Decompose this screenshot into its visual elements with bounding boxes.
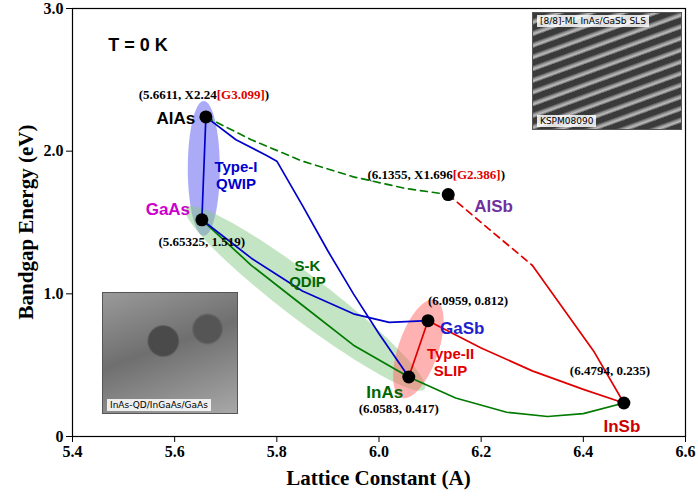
- svg-text:0: 0: [55, 427, 64, 445]
- svg-text:6.6: 6.6: [676, 443, 696, 460]
- svg-text:(5.6611, X2.24[G3.099]): (5.6611, X2.24[G3.099]): [139, 87, 269, 102]
- svg-text:Type-IQWIP: Type-IQWIP: [214, 158, 257, 192]
- svg-text:3.0: 3.0: [44, 0, 64, 17]
- svg-text:6.2: 6.2: [471, 443, 491, 460]
- html-text:Bandgap Energy (eV): Bandgap Energy (eV): [14, 124, 38, 320]
- svg-text:(6.4794, 0.235): (6.4794, 0.235): [570, 363, 650, 378]
- svg-text:AlSb: AlSb: [474, 197, 513, 216]
- svg-text:1.0: 1.0: [44, 285, 64, 302]
- svg-text:(6.0959, 0.812): (6.0959, 0.812): [428, 293, 508, 308]
- svg-text:5.6: 5.6: [165, 443, 185, 460]
- svg-text:GaAs: GaAs: [146, 200, 190, 219]
- svg-text:InAs: InAs: [366, 383, 403, 402]
- html-text:KSPM08090: KSPM08090: [540, 116, 594, 126]
- svg-text:(6.0583, 0.417): (6.0583, 0.417): [359, 401, 439, 416]
- svg-text:6.0: 6.0: [369, 443, 389, 460]
- svg-text:S-KQDIP: S-KQDIP: [289, 257, 326, 291]
- svg-text:6.4: 6.4: [573, 443, 593, 460]
- svg-text:GaSb: GaSb: [440, 319, 484, 338]
- html-text:InAs-QD/InGaAs/GaAs: InAs-QD/InGaAs/GaAs: [110, 400, 208, 410]
- svg-text:(5.65325, 1.519): (5.65325, 1.519): [159, 234, 246, 249]
- html-text:Lattice Constant (A): Lattice Constant (A): [286, 466, 471, 490]
- svg-text:(6.1355, X1.696[G2.386]): (6.1355, X1.696[G2.386]): [367, 167, 505, 182]
- svg-text:5.4: 5.4: [63, 443, 83, 460]
- svg-text:InSb: InSb: [603, 417, 640, 436]
- svg-text:T = 0 K: T = 0 K: [108, 35, 168, 55]
- svg-text:AlAs: AlAs: [157, 109, 196, 128]
- svg-text:Type-IISLIP: Type-IISLIP: [427, 345, 474, 379]
- svg-text:5.8: 5.8: [267, 443, 287, 460]
- svg-text:2.0: 2.0: [44, 142, 64, 159]
- html-text:[8/8]-ML InAs/GaSb SLS: [8/8]-ML InAs/GaSb SLS: [540, 16, 646, 26]
